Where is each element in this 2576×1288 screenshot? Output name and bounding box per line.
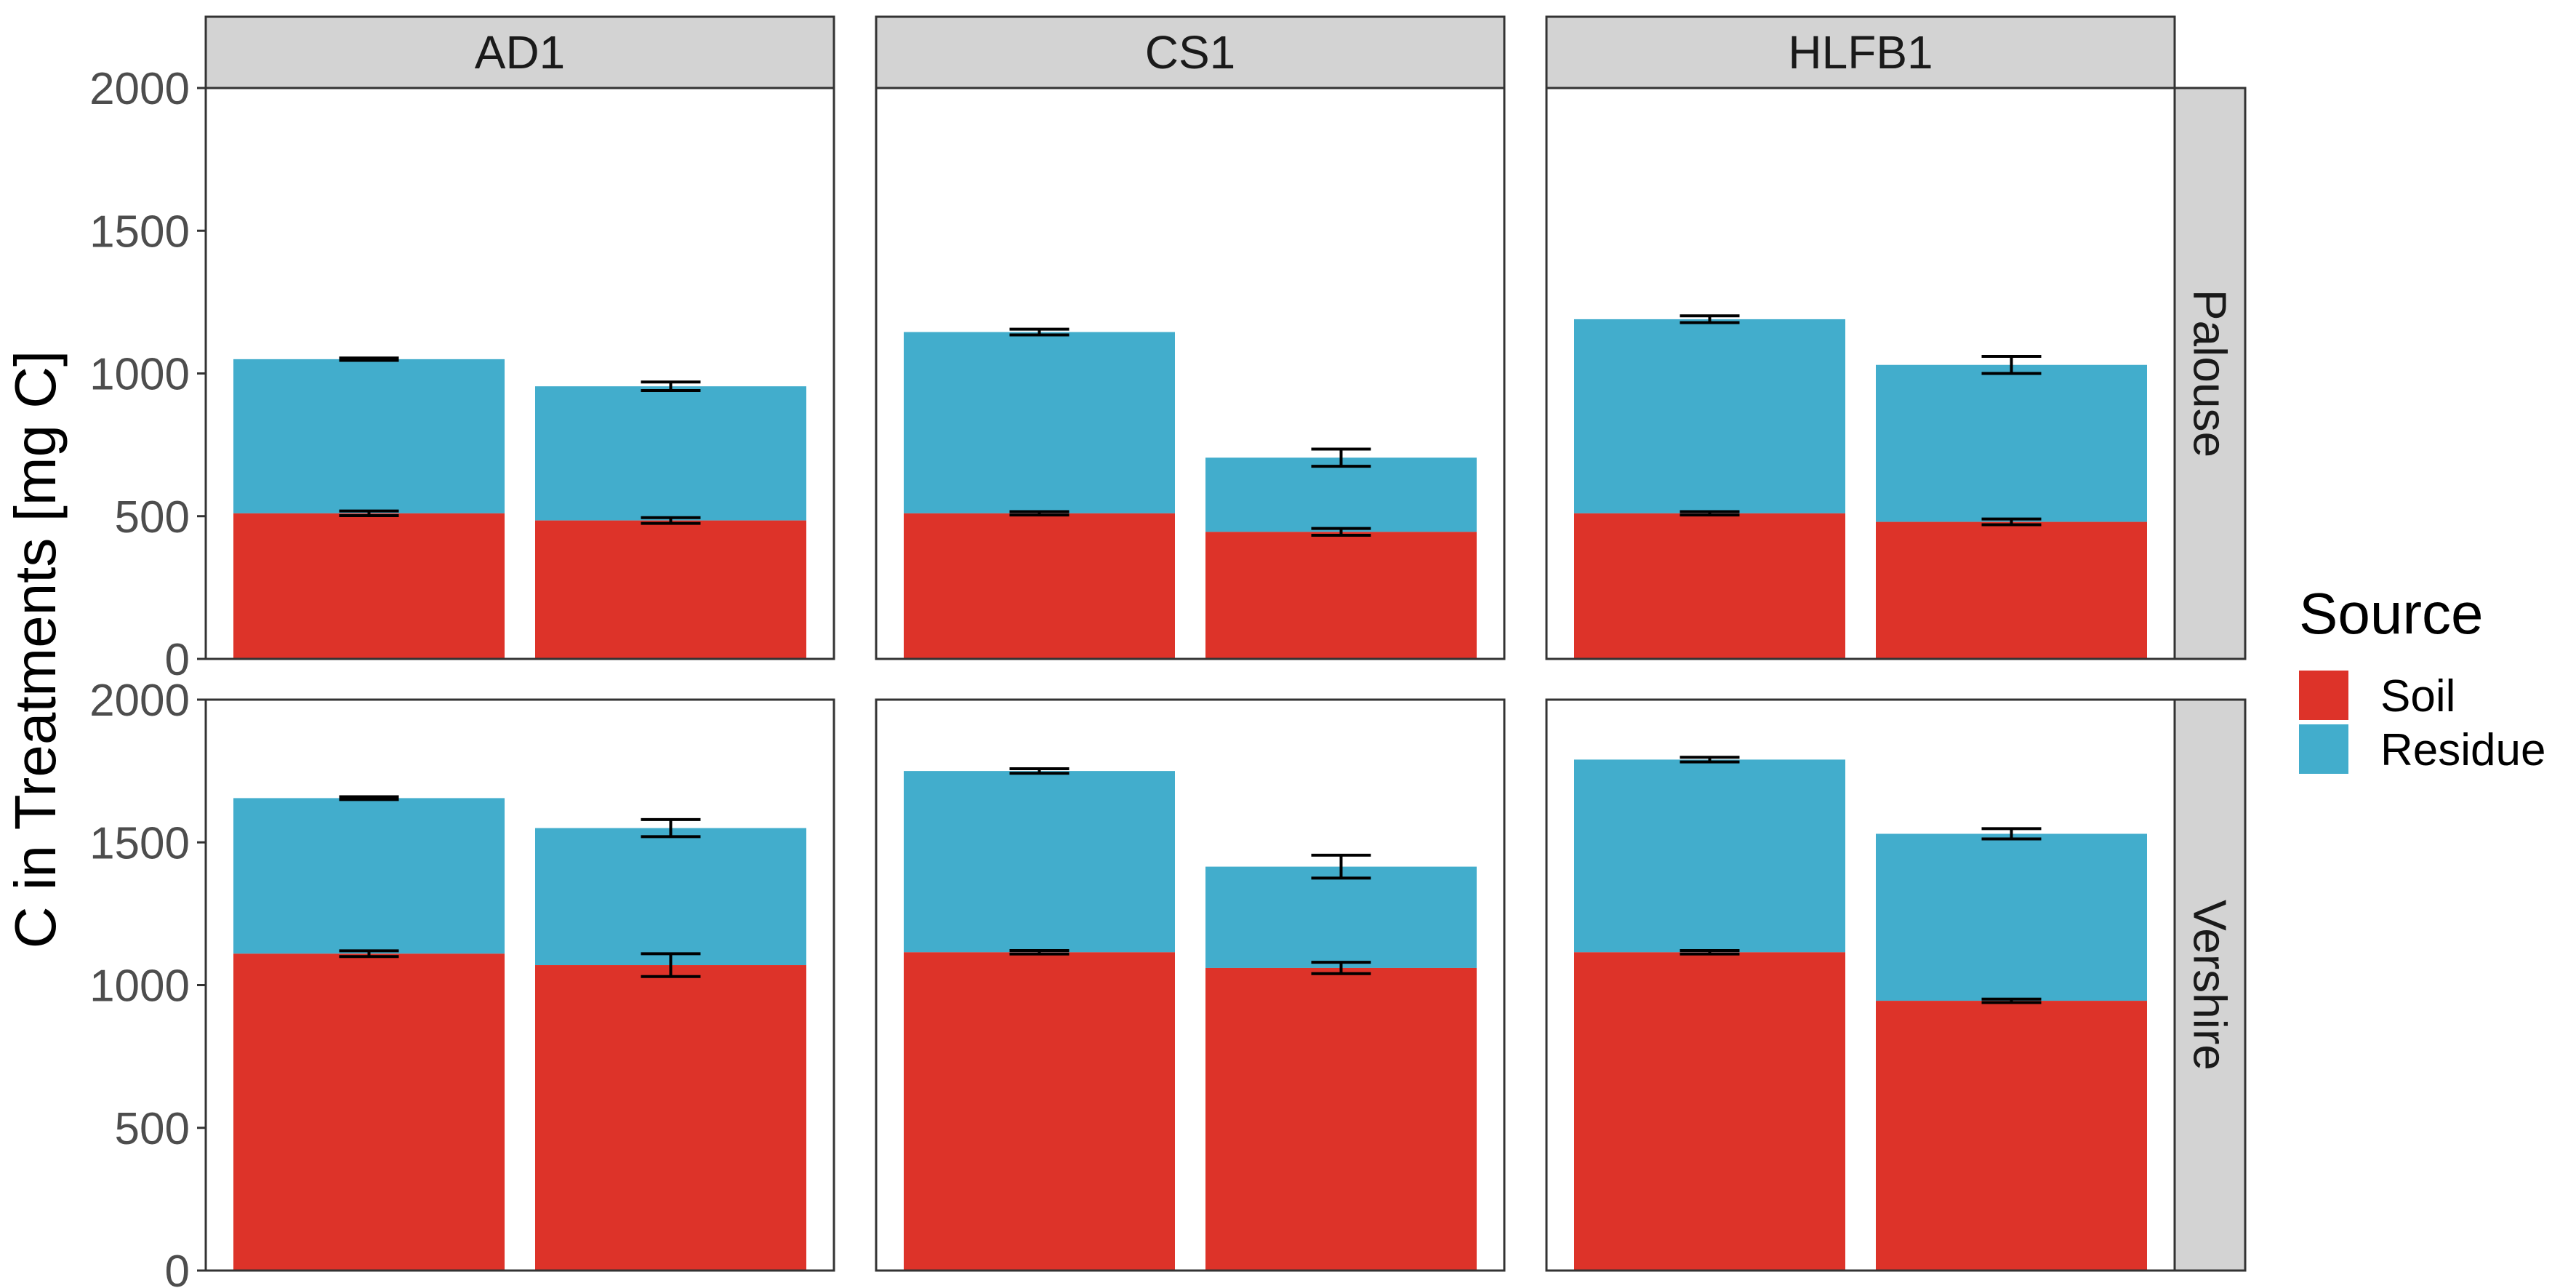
facet-label-palouse: Palouse [2184,289,2236,457]
error-bar-total-vershire-cs1-1 [1009,767,1070,775]
error-bar-soil-vershire-hlfb1-1 [1680,949,1740,956]
bar-residue-palouse-hlfb1-1 [1574,319,1845,513]
error-bar-soil-vershire-hlfb1-2 [1981,997,2042,1004]
bar-residue-vershire-ad1-1 [233,798,505,954]
bar-soil-palouse-cs1-1 [904,513,1175,659]
bar-soil-palouse-ad1-2 [535,520,806,659]
error-bar-total-vershire-hlfb1-1 [1680,756,1740,764]
y-tick-label-vershire-2000: 2000 [89,676,190,726]
bar-soil-vershire-hlfb1-2 [1876,1001,2147,1271]
error-bar-soil-vershire-ad1-2 [641,952,701,978]
panel-border-vershire-cs1 [875,698,1506,1272]
error-bar-total-vershire-hlfb1-2 [1981,827,2042,841]
bar-residue-palouse-cs1-2 [1205,457,1477,532]
facet-strip-palouse [2173,87,2247,660]
error-bar-total-palouse-ad1-2 [641,380,701,393]
error-bar-soil-palouse-hlfb1-2 [1981,517,2042,527]
error-bar-total-vershire-cs1-2 [1311,853,1371,880]
y-tick-label-vershire-1500: 1500 [89,818,190,868]
bar-soil-palouse-hlfb1-2 [1876,521,2147,659]
facet-label-ad1: AD1 [475,26,566,79]
error-bar-total-vershire-ad1-1 [339,795,399,801]
error-bar-total-palouse-cs1-2 [1311,447,1371,468]
error-bar-total-palouse-cs1-1 [1009,327,1070,337]
facet-label-cs1: CS1 [1145,26,1236,79]
legend-key-residue [2299,724,2348,774]
bar-soil-vershire-hlfb1-1 [1574,952,1845,1271]
error-bar-soil-palouse-hlfb1-1 [1680,510,1740,517]
error-bar-soil-palouse-cs1-2 [1311,527,1371,537]
facet-strip-hlfb1 [1545,15,2176,89]
bar-residue-palouse-ad1-2 [535,386,806,521]
bar-residue-vershire-hlfb1-2 [1876,833,2147,1001]
bar-soil-palouse-cs1-2 [1205,532,1477,659]
error-bar-total-palouse-hlfb1-2 [1981,354,2042,375]
legend-key-soil [2299,671,2348,720]
facet-strip-ad1 [204,15,835,89]
legend-title: Source [2299,581,2483,646]
bar-residue-palouse-cs1-1 [904,332,1175,513]
facet-label-hlfb1: HLFB1 [1788,26,1933,79]
legend-label-residue: Residue [2380,725,2545,775]
y-tick-label-palouse-0: 0 [165,635,190,685]
bar-soil-palouse-ad1-1 [233,513,505,659]
error-bar-soil-palouse-cs1-1 [1009,510,1070,517]
bar-soil-vershire-cs1-1 [904,952,1175,1271]
bar-soil-palouse-hlfb1-1 [1574,513,1845,659]
bar-residue-vershire-cs1-1 [904,771,1175,953]
error-bar-total-palouse-ad1-1 [339,356,399,362]
error-bar-soil-vershire-ad1-1 [339,949,399,959]
facet-label-vershire: Vershire [2184,900,2236,1071]
facet-strip-vershire [2173,698,2247,1272]
y-tick-label-palouse-2000: 2000 [89,64,190,114]
bar-soil-vershire-cs1-2 [1205,967,1477,1271]
y-tick-label-vershire-500: 500 [115,1104,190,1154]
y-tick-label-vershire-1000: 1000 [89,961,190,1012]
y-axis-title: C in Treatments [mg C] [3,351,68,948]
y-tick-label-vershire-0: 0 [165,1247,190,1288]
bar-residue-vershire-cs1-2 [1205,866,1477,968]
bar-residue-vershire-ad1-2 [535,828,806,966]
bar-soil-vershire-ad1-1 [233,953,505,1271]
bar-residue-palouse-ad1-1 [233,359,505,513]
error-bar-total-vershire-ad1-2 [641,817,701,839]
bar-soil-vershire-ad1-2 [535,965,806,1271]
error-bar-soil-palouse-ad1-1 [339,509,399,517]
y-tick-label-palouse-1500: 1500 [89,207,190,257]
legend-label-soil: Soil [2380,671,2455,721]
error-bar-total-palouse-hlfb1-1 [1680,314,1740,324]
facet-strip-cs1 [875,15,1506,89]
error-bar-soil-palouse-ad1-2 [641,516,701,525]
error-bar-soil-vershire-cs1-2 [1311,961,1371,975]
y-tick-label-palouse-1000: 1000 [89,350,190,400]
bar-residue-palouse-hlfb1-2 [1876,364,2147,522]
error-bar-soil-vershire-cs1-1 [1009,949,1070,956]
y-tick-label-palouse-500: 500 [115,492,190,543]
bar-residue-vershire-hlfb1-1 [1574,759,1845,953]
